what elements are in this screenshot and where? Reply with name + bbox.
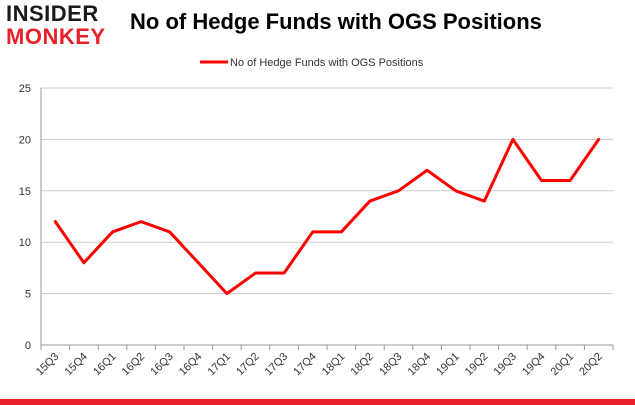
series-line bbox=[53, 137, 601, 296]
logo-line-monkey: MONKEY bbox=[6, 24, 106, 49]
legend: No of Hedge Funds with OGS Positions bbox=[200, 57, 424, 69]
x-tick-label: 16Q3 bbox=[148, 351, 176, 379]
x-tick-label: 15Q3 bbox=[34, 351, 62, 379]
legend-label: No of Hedge Funds with OGS Positions bbox=[230, 57, 424, 69]
insider-monkey-logo: INSIDER MONKEY bbox=[6, 2, 118, 52]
y-tick-label: 20 bbox=[19, 134, 31, 146]
x-tick-label: 18Q1 bbox=[320, 351, 348, 379]
x-tick-label: 16Q2 bbox=[120, 351, 148, 379]
x-tick-label: 17Q4 bbox=[291, 351, 319, 379]
x-tick-label: 18Q3 bbox=[377, 351, 405, 379]
x-tick-label: 18Q4 bbox=[406, 351, 434, 379]
logo-line-insider: INSIDER bbox=[6, 1, 99, 26]
x-tick-label: 15Q4 bbox=[62, 351, 90, 379]
x-tick-label: 17Q1 bbox=[205, 351, 233, 379]
x-tick-label: 20Q2 bbox=[577, 351, 605, 379]
y-tick-label: 5 bbox=[25, 289, 31, 301]
x-tick-label: 19Q2 bbox=[463, 351, 491, 379]
x-tick-label: 17Q2 bbox=[234, 351, 262, 379]
y-tick-label: 10 bbox=[19, 237, 31, 249]
y-tick-label: 15 bbox=[19, 186, 31, 198]
y-tick-label: 0 bbox=[25, 340, 31, 352]
chart-title: No of Hedge Funds with OGS Positions bbox=[130, 9, 542, 34]
x-tick-label: 20Q1 bbox=[549, 351, 577, 379]
y-tick-label: 25 bbox=[19, 83, 31, 95]
x-tick-label: 16Q1 bbox=[91, 351, 119, 379]
brand-bottom-bar bbox=[0, 399, 635, 405]
x-tick-label: 17Q3 bbox=[263, 351, 291, 379]
x-tick-label: 19Q4 bbox=[520, 351, 548, 379]
x-tick-label: 18Q2 bbox=[348, 351, 376, 379]
grid-layer bbox=[41, 87, 613, 346]
x-tick-label: 19Q1 bbox=[434, 351, 462, 379]
series-layer bbox=[53, 137, 601, 296]
x-tick-label: 16Q4 bbox=[177, 351, 205, 379]
x-tick-label: 19Q3 bbox=[491, 351, 519, 379]
